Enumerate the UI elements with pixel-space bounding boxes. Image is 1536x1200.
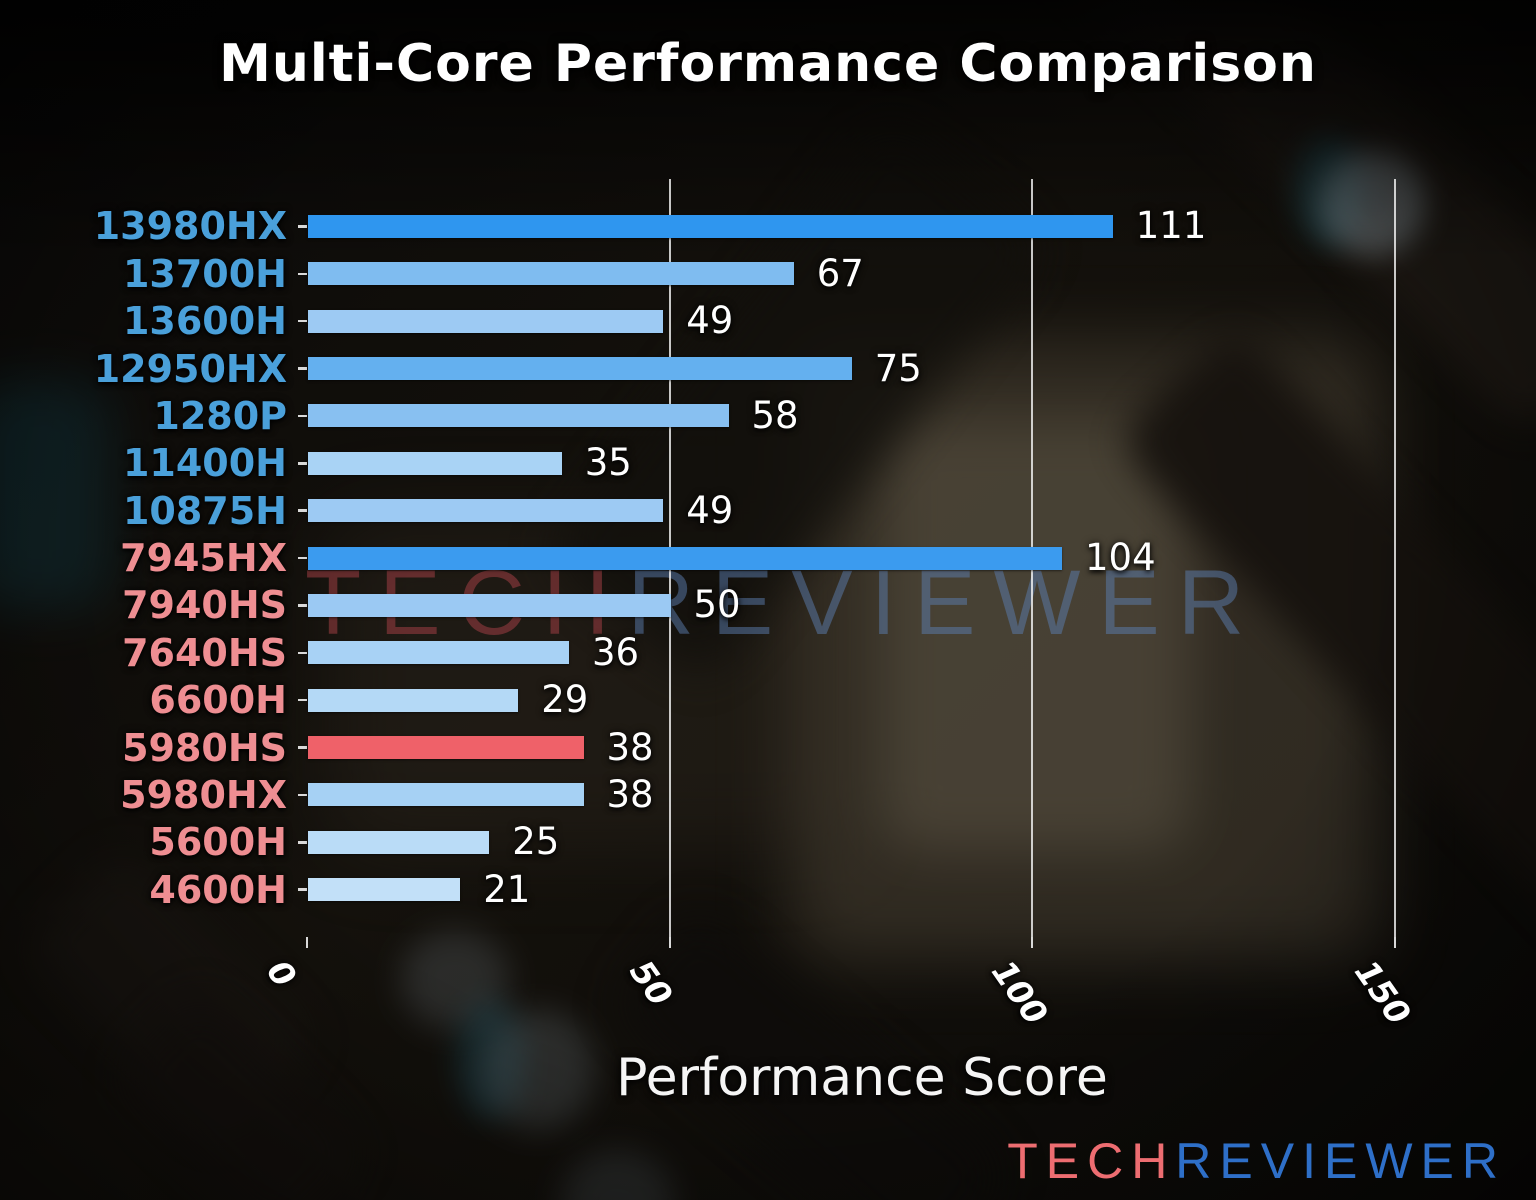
category-label: 7640HS [122,630,287,675]
bar [308,499,664,523]
bar [308,593,671,617]
category-label: 1280P [153,393,287,438]
category-label: 13700H [122,251,287,296]
x-tick [668,937,671,948]
category-label: 7945HX [120,536,287,580]
y-tick [298,698,307,702]
bar-value: 35 [584,441,632,485]
bar-value: 29 [541,678,589,722]
x-tick [306,937,308,948]
bar-value: 49 [686,488,734,532]
y-tick [298,414,307,418]
bar-value: 104 [1085,536,1156,579]
y-tick [298,604,307,607]
category-label: 13980HX [93,204,287,249]
bar-value: 67 [816,251,864,295]
bar-value: 111 [1135,204,1207,248]
category-label: 5980HX [120,772,287,817]
x-axis-label: Performance Score [616,1048,1108,1108]
bar-value: 49 [686,299,734,343]
y-tick [298,651,307,654]
y-tick [298,746,307,749]
bar [308,830,490,854]
bar-value: 75 [874,346,922,390]
bar-value: 38 [606,772,654,816]
chart-title: Multi-Core Performance Comparison [219,34,1317,94]
bar [308,878,461,902]
y-tick [298,272,307,275]
brand-logo-reviewer: REVIEWER [1175,1133,1506,1189]
bar [308,404,729,428]
bar [308,783,584,807]
x-tick [1031,937,1033,948]
bar [308,357,852,380]
y-tick [298,367,307,370]
bar [308,546,1062,570]
plot-area: TECHREVIEWER 05010015013980HX11113700H67… [94,179,1500,1032]
bar-value: 50 [693,583,741,627]
brand-logo: TECHREVIEWER [1007,1132,1506,1190]
y-tick [298,462,307,465]
grid-line [1393,179,1396,937]
category-label: 11400H [122,441,287,486]
category-label: 6600H [149,678,287,723]
y-tick [298,319,307,323]
y-tick [298,556,307,560]
y-tick [298,225,307,228]
y-tick [298,793,307,797]
category-label: 7940HS [122,583,287,628]
y-tick [298,509,307,512]
bar [308,688,519,712]
bar-value: 25 [512,820,560,864]
category-label: 12950HX [93,346,287,391]
bar-value: 38 [606,725,654,769]
category-label: 4600H [149,867,287,912]
category-label: 5980HS [122,725,287,770]
bar [308,262,794,286]
bar-value: 21 [483,867,531,911]
x-tick [1393,937,1396,948]
bar-value: 36 [592,630,640,674]
bar [308,736,584,759]
y-tick [298,888,307,891]
brand-logo-tech: TECH [1007,1133,1176,1189]
bar [308,309,664,333]
category-label: 10875H [122,488,287,533]
category-label: 13600H [122,299,287,344]
y-tick [298,841,307,844]
category-label: 5600H [149,820,287,865]
bar [308,451,562,475]
bar-value: 58 [751,393,799,437]
bar [308,214,1113,238]
bar [308,641,569,665]
